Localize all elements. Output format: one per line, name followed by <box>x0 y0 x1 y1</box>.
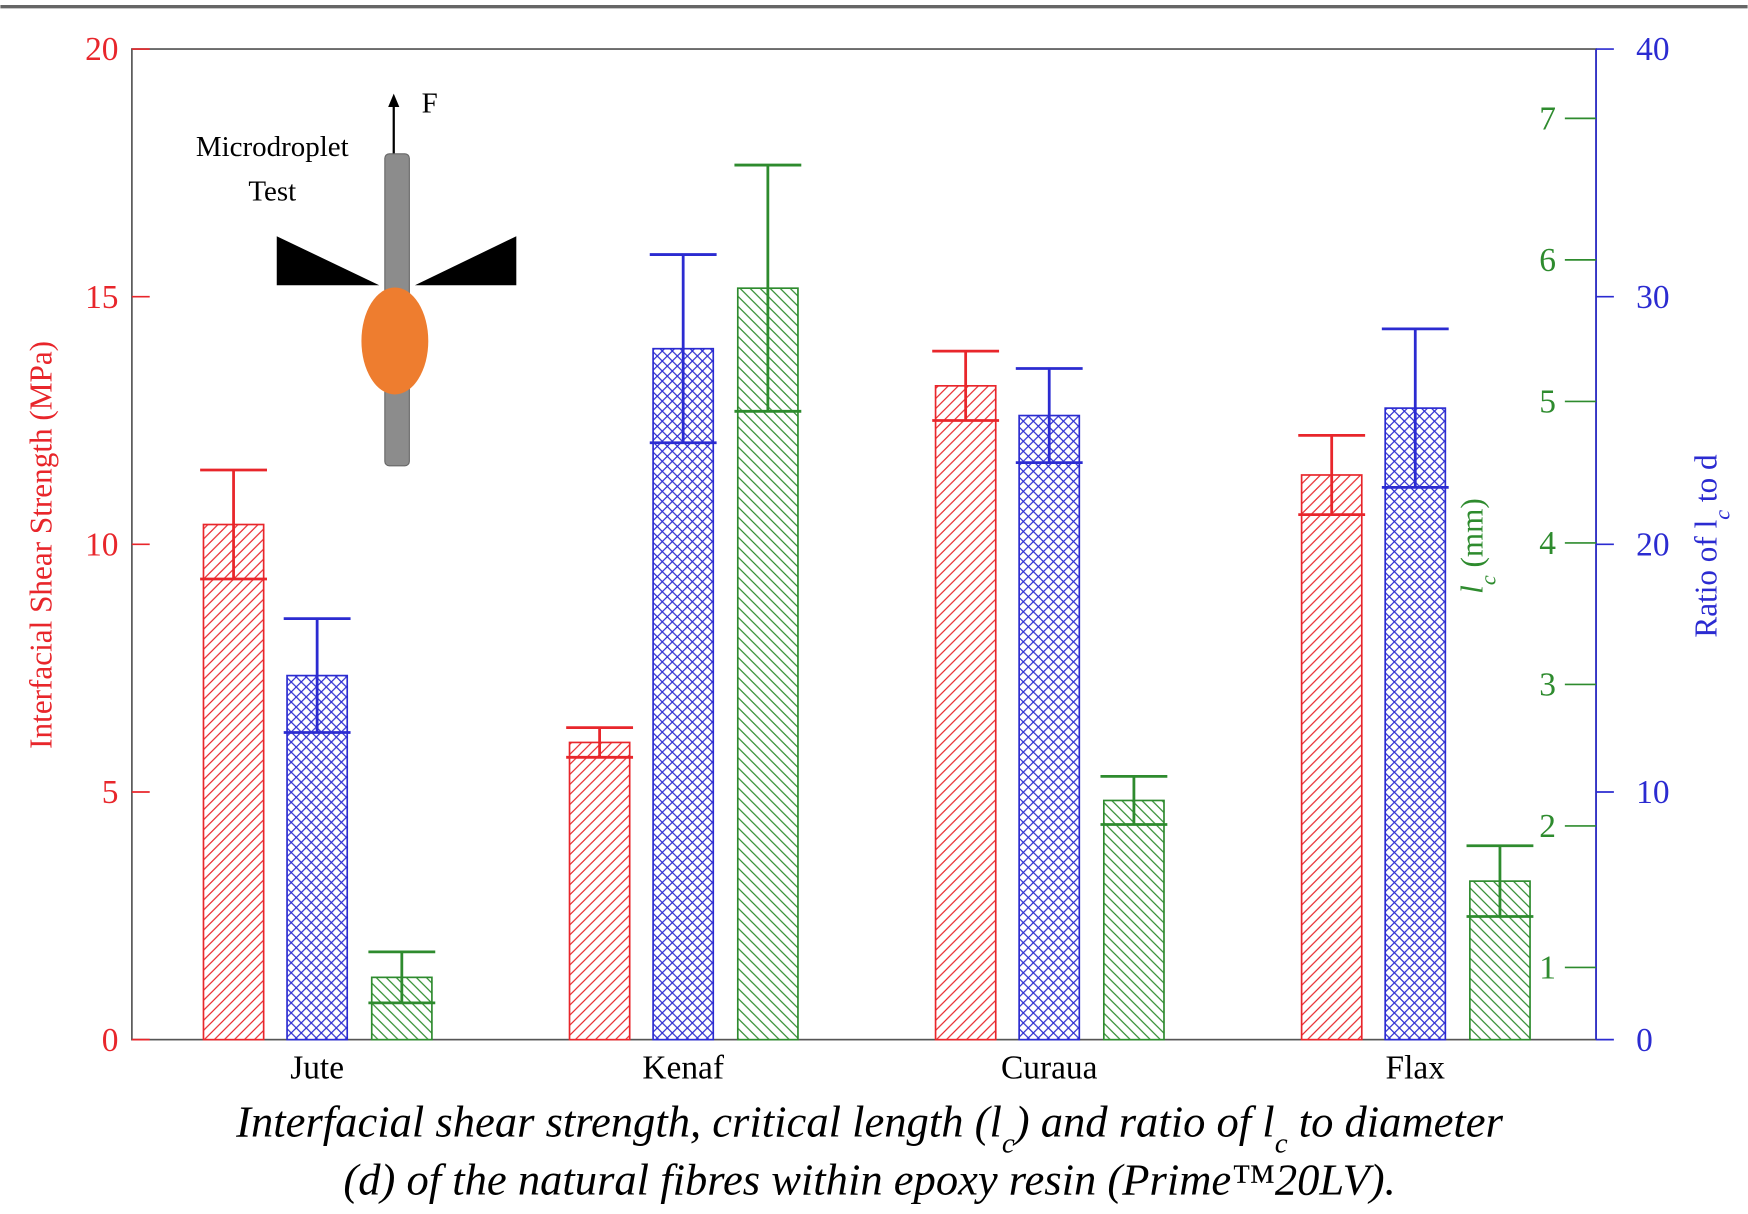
caption-part: ) and ratio of l <box>1012 1097 1275 1147</box>
y-tick-label: 5 <box>102 774 119 811</box>
y3-tick-label: 40 <box>1636 31 1669 68</box>
inset-diagram: F Microdroplet Test <box>196 88 517 467</box>
axis-label-part: c <box>1475 575 1500 585</box>
inset-label: Microdroplet <box>196 131 349 163</box>
y-tick-label: 0 <box>102 1022 119 1059</box>
axis-label-part: (mm) <box>1454 498 1489 575</box>
axis-label-part: Ratio of l <box>1688 519 1723 637</box>
axis-label-part: c <box>1709 510 1734 520</box>
caption-part: (d) of the natural fibres within epoxy r… <box>343 1155 1395 1205</box>
plot-frame <box>131 48 1597 1041</box>
inset-label: Test <box>248 176 296 208</box>
droplet <box>361 287 429 395</box>
force-label: F <box>422 88 438 120</box>
y2-tick-label: 4 <box>1539 525 1556 562</box>
y2-tick-label: 2 <box>1539 808 1556 845</box>
y3-tick-label: 0 <box>1636 1022 1653 1059</box>
caption-part: c <box>1002 1128 1015 1160</box>
bar <box>1300 474 1363 1041</box>
bar <box>568 741 631 1041</box>
blade-right <box>414 236 517 286</box>
x-tick-label: Curaua <box>1001 1050 1098 1087</box>
axis-label-part: to d <box>1688 454 1723 510</box>
bar <box>1102 799 1165 1041</box>
x-tick-label: Jute <box>290 1050 344 1087</box>
y-tick-label: 20 <box>85 31 118 68</box>
y2-tick-label: 7 <box>1539 101 1556 138</box>
bar <box>1384 407 1447 1041</box>
bar <box>934 384 997 1041</box>
x-tick-label: Flax <box>1386 1050 1446 1087</box>
arrow-head <box>388 93 400 107</box>
x-tick-label: Kenaf <box>642 1050 724 1087</box>
axis-label-part: l <box>1454 585 1489 594</box>
y2-tick-label: 6 <box>1539 242 1556 279</box>
y2-axis-label: lc (mm) <box>1454 498 1499 594</box>
y3-axis-label: Ratio of lc to d <box>1688 454 1733 638</box>
y2-tick-label: 3 <box>1539 667 1556 704</box>
bar <box>652 347 715 1041</box>
blade-left <box>276 236 380 286</box>
y2-tick-label: 1 <box>1539 950 1556 987</box>
y-tick-label: 10 <box>85 526 118 563</box>
caption: (d) of the natural fibres within epoxy r… <box>343 1155 1395 1205</box>
caption-part: to diameter <box>1288 1097 1504 1147</box>
caption: Interfacial shear strength, critical len… <box>235 1097 1503 1160</box>
y3-tick-label: 10 <box>1636 774 1669 811</box>
bar <box>286 674 349 1041</box>
y3-tick-label: 20 <box>1636 526 1669 563</box>
caption-part: Interfacial shear strength, critical len… <box>235 1097 1002 1147</box>
y2-tick-label: 5 <box>1539 384 1556 421</box>
y3-tick-label: 30 <box>1636 279 1669 316</box>
bar <box>1018 414 1081 1041</box>
caption-part: c <box>1275 1128 1288 1160</box>
y-tick-label: 15 <box>85 279 118 316</box>
y-axis-label: Interfacial Shear Strength (MPa) <box>24 341 59 749</box>
bar <box>202 523 265 1041</box>
